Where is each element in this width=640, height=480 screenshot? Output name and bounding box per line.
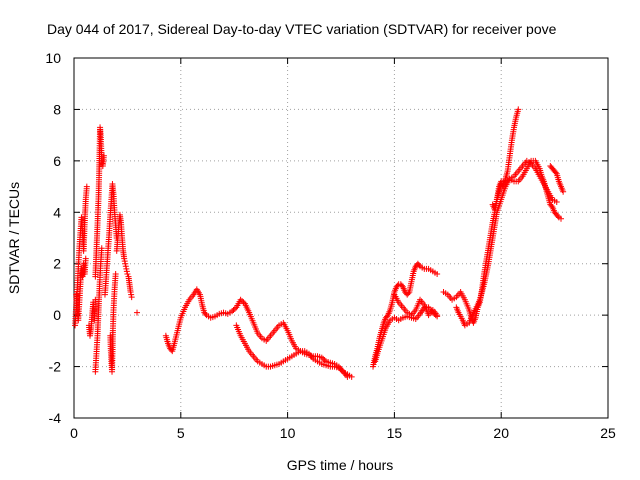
data-points: [72, 106, 567, 380]
tick-labels: 0 5 10 15 20 25 -4 -2 0 2 4 6 8 10: [45, 50, 616, 441]
y-tick-label: 2: [53, 256, 61, 272]
data-point: [560, 188, 567, 195]
data-point: [124, 271, 131, 277]
data-point: [335, 364, 342, 371]
data-point: [398, 282, 405, 289]
data-point: [321, 357, 328, 364]
data-point: [554, 213, 561, 220]
data-point: [128, 294, 135, 301]
data-point: [134, 309, 141, 316]
y-tick-label: 6: [53, 153, 61, 169]
y-tick-label: 10: [45, 50, 61, 66]
data-point: [122, 263, 129, 270]
data-point: [415, 262, 422, 268]
data-point: [82, 255, 89, 262]
data-point: [127, 289, 134, 295]
data-point: [558, 215, 565, 222]
data-point: [552, 169, 559, 176]
x-tick-label: 20: [493, 425, 509, 441]
data-point: [100, 152, 107, 159]
data-point: [122, 260, 129, 267]
y-tick-label: -2: [49, 359, 62, 375]
x-tick-label: 15: [387, 425, 403, 441]
axes: [73, 57, 609, 419]
data-point: [383, 313, 390, 320]
data-point: [434, 271, 441, 277]
data-point: [320, 355, 327, 362]
data-point: [230, 307, 237, 313]
x-tick-label: 0: [70, 425, 78, 441]
data-point: [231, 305, 238, 312]
y-tick-label: -4: [49, 410, 62, 426]
data-point: [240, 299, 247, 306]
data-point: [405, 290, 412, 297]
data-point: [515, 106, 522, 113]
data-point: [98, 245, 105, 252]
y-tick-label: 0: [53, 307, 61, 323]
data-point: [112, 271, 119, 277]
data-point: [434, 312, 441, 319]
x-axis-label: GPS time / hours: [287, 457, 394, 473]
plot-border: [73, 57, 609, 419]
data-point: [121, 255, 128, 262]
x-tick-label: 25: [600, 425, 616, 441]
data-point: [344, 373, 351, 380]
data-point: [128, 291, 135, 298]
x-tick-label: 5: [177, 425, 185, 441]
data-point: [121, 258, 128, 265]
data-point: [318, 354, 325, 361]
data-point: [83, 183, 90, 190]
data-point: [237, 296, 244, 303]
data-point: [123, 265, 130, 272]
y-tick-label: 8: [53, 101, 61, 117]
data-point: [553, 199, 560, 205]
gridlines: [74, 58, 608, 418]
data-point: [229, 308, 236, 315]
data-point: [337, 366, 344, 373]
y-tick-label: 4: [53, 204, 61, 220]
data-point: [239, 298, 246, 304]
data-point: [338, 367, 345, 374]
data-point: [548, 202, 555, 209]
data-point: [202, 310, 209, 317]
y-axis-label: SDTVAR / TECUs: [6, 182, 22, 294]
series-sdtvar: [72, 106, 567, 380]
data-point: [123, 268, 130, 275]
chart-title: Day 044 of 2017, Sidereal Day-to-day VTE…: [47, 21, 557, 37]
x-tick-label: 10: [280, 425, 296, 441]
